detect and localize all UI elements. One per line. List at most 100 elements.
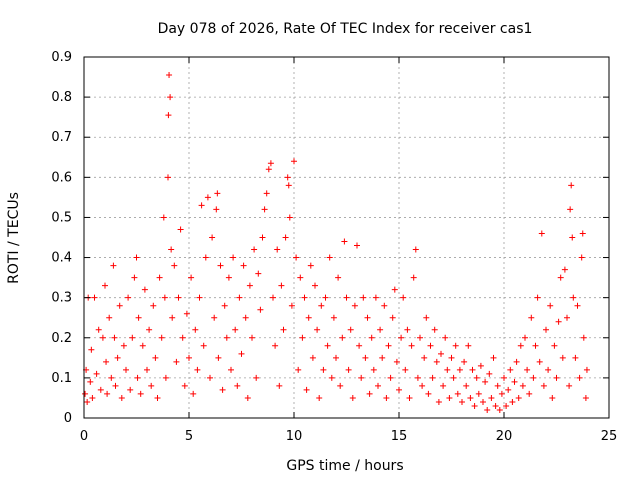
data-point bbox=[553, 374, 560, 381]
data-point bbox=[377, 326, 384, 333]
data-point bbox=[133, 254, 140, 261]
data-point bbox=[366, 390, 373, 397]
data-point bbox=[285, 182, 292, 189]
data-point bbox=[503, 402, 510, 409]
data-point bbox=[343, 294, 350, 301]
data-point bbox=[551, 342, 558, 349]
data-point bbox=[183, 310, 190, 317]
data-point bbox=[230, 254, 237, 261]
data-point bbox=[333, 354, 339, 361]
data-point bbox=[166, 72, 173, 79]
data-point bbox=[326, 254, 333, 261]
data-point bbox=[103, 358, 110, 365]
data-point bbox=[215, 354, 222, 361]
data-point bbox=[463, 382, 470, 389]
data-point bbox=[469, 366, 476, 373]
data-point bbox=[148, 382, 155, 389]
data-point bbox=[389, 314, 396, 321]
data-point bbox=[160, 214, 167, 221]
data-point bbox=[381, 302, 388, 309]
data-point bbox=[417, 334, 423, 341]
y-tick-label: 0.3 bbox=[51, 291, 72, 306]
data-point bbox=[177, 226, 184, 233]
data-point bbox=[427, 342, 434, 349]
data-point bbox=[532, 342, 539, 349]
data-point bbox=[91, 294, 98, 301]
data-point bbox=[270, 294, 276, 301]
data-point bbox=[168, 246, 175, 253]
data-point bbox=[249, 334, 255, 341]
data-point bbox=[522, 334, 528, 341]
data-point bbox=[253, 374, 260, 381]
data-point bbox=[116, 302, 123, 309]
data-point bbox=[576, 374, 583, 381]
data-point bbox=[192, 326, 199, 333]
data-point bbox=[459, 398, 465, 405]
data-point bbox=[370, 366, 377, 373]
data-point bbox=[95, 326, 102, 333]
data-point bbox=[181, 382, 188, 389]
data-point bbox=[286, 214, 293, 221]
data-point bbox=[158, 334, 165, 341]
data-point bbox=[358, 374, 365, 381]
data-point bbox=[412, 246, 419, 253]
data-point bbox=[354, 242, 360, 249]
data-point bbox=[356, 342, 363, 349]
data-point bbox=[347, 326, 354, 333]
data-point bbox=[507, 366, 514, 373]
data-point bbox=[169, 314, 176, 321]
data-point bbox=[534, 294, 541, 301]
data-point bbox=[561, 266, 568, 273]
data-point bbox=[217, 262, 224, 269]
data-point bbox=[582, 394, 589, 401]
data-point bbox=[402, 366, 409, 373]
data-point bbox=[414, 374, 421, 381]
data-point bbox=[480, 398, 486, 405]
data-point bbox=[146, 326, 153, 333]
data-point bbox=[396, 386, 402, 393]
data-point bbox=[400, 294, 407, 301]
data-point bbox=[540, 382, 547, 389]
data-point bbox=[471, 402, 478, 409]
x-tick-label: 25 bbox=[601, 429, 618, 444]
data-point bbox=[408, 342, 415, 349]
data-point bbox=[144, 366, 150, 373]
data-point bbox=[179, 334, 186, 341]
data-point bbox=[444, 366, 451, 373]
data-point bbox=[473, 374, 480, 381]
data-point bbox=[431, 326, 438, 333]
data-point bbox=[528, 314, 535, 321]
data-point bbox=[154, 394, 161, 401]
data-point bbox=[99, 334, 106, 341]
x-tick-label: 20 bbox=[496, 429, 513, 444]
y-tick-label: 0.6 bbox=[51, 170, 72, 185]
data-point bbox=[261, 206, 268, 213]
data-point bbox=[351, 302, 358, 309]
data-point bbox=[536, 358, 543, 365]
data-point bbox=[297, 274, 304, 281]
data-point bbox=[559, 354, 566, 361]
data-point bbox=[278, 282, 285, 289]
data-point bbox=[364, 314, 371, 321]
data-point bbox=[360, 294, 367, 301]
data-point bbox=[545, 366, 552, 373]
data-point bbox=[207, 374, 213, 381]
data-point bbox=[259, 234, 266, 241]
data-point bbox=[456, 366, 463, 373]
data-point bbox=[257, 306, 264, 313]
data-point bbox=[219, 386, 226, 393]
data-point bbox=[391, 286, 398, 293]
data-point bbox=[337, 382, 344, 389]
data-point bbox=[454, 390, 461, 397]
data-point bbox=[419, 382, 426, 389]
data-point bbox=[450, 374, 457, 381]
data-point bbox=[291, 158, 297, 165]
data-point bbox=[280, 326, 287, 333]
data-point bbox=[242, 314, 249, 321]
data-point bbox=[188, 274, 195, 281]
data-point bbox=[429, 374, 436, 381]
data-point bbox=[379, 354, 386, 361]
data-point bbox=[214, 190, 221, 197]
data-point bbox=[574, 302, 581, 309]
data-point bbox=[303, 386, 310, 393]
